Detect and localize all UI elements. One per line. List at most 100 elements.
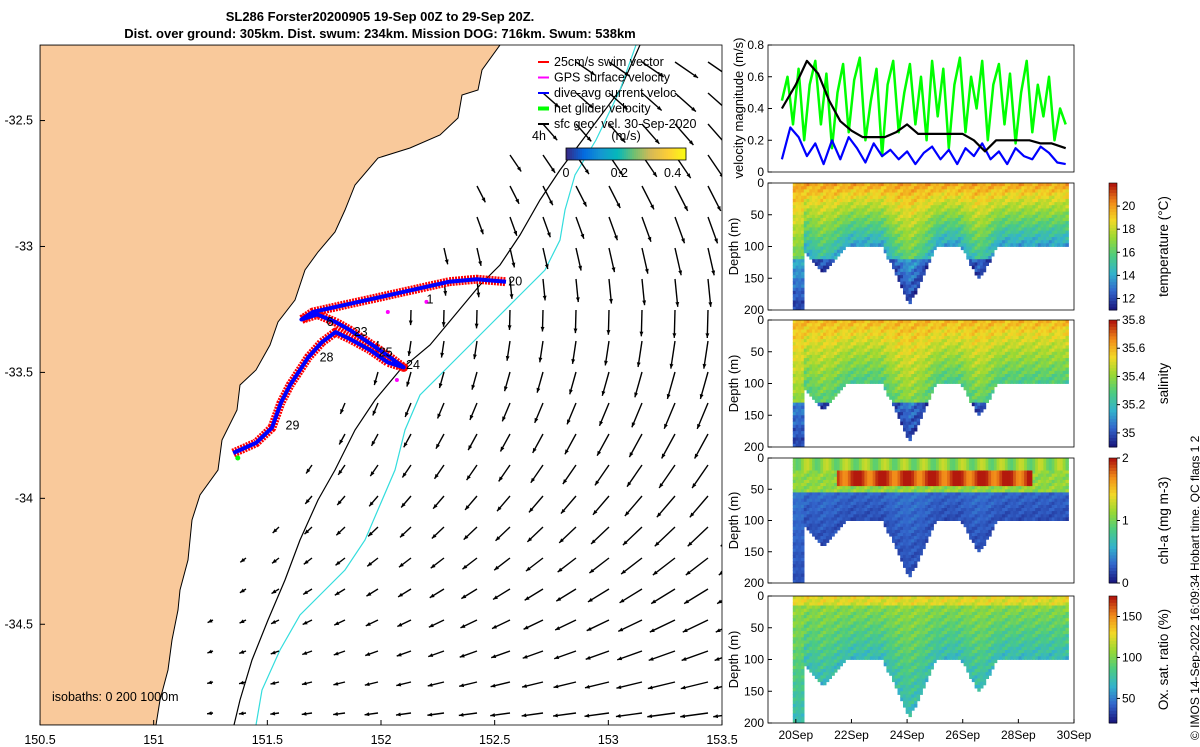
geostrophic-arrow-9 bbox=[641, 92, 663, 112]
section-cell bbox=[900, 246, 904, 251]
section-cell bbox=[960, 214, 965, 219]
section-cell bbox=[814, 189, 819, 193]
section-cell bbox=[812, 380, 816, 384]
section-cell bbox=[916, 252, 921, 257]
section-cell bbox=[892, 380, 896, 384]
arrow-head bbox=[616, 203, 621, 209]
map-colorbar-cell bbox=[568, 148, 571, 160]
section-cell bbox=[927, 189, 932, 193]
section-cell bbox=[991, 202, 995, 206]
section-cell bbox=[856, 214, 860, 219]
section-cell bbox=[905, 342, 910, 346]
section-cell bbox=[1024, 202, 1028, 206]
section-cell bbox=[867, 348, 871, 353]
section-cell bbox=[847, 323, 852, 327]
section-cell bbox=[960, 217, 965, 222]
section-cell bbox=[919, 332, 923, 337]
arrow-head bbox=[730, 424, 734, 429]
section-cell bbox=[886, 393, 890, 397]
arrow-head bbox=[552, 135, 558, 141]
section-cell bbox=[1002, 227, 1006, 231]
section-cell bbox=[952, 339, 956, 343]
section-cell bbox=[845, 227, 849, 231]
section-cell bbox=[1037, 205, 1042, 209]
section-cell bbox=[872, 227, 877, 231]
section-cell bbox=[828, 198, 832, 203]
section-cell bbox=[960, 195, 965, 200]
section-cell bbox=[914, 237, 918, 241]
arrow-head bbox=[491, 654, 497, 658]
section-cell bbox=[801, 389, 805, 394]
section-cell bbox=[969, 186, 973, 190]
map-colorbar-cell bbox=[654, 148, 657, 160]
section-cell bbox=[930, 205, 934, 209]
section-cell bbox=[927, 335, 932, 340]
section-cell bbox=[971, 183, 976, 187]
section-0-ytick-3: 150 bbox=[744, 271, 764, 285]
section-cell bbox=[897, 227, 901, 231]
section-cell bbox=[905, 281, 910, 285]
arrow-head bbox=[614, 235, 618, 241]
section-cell bbox=[814, 262, 819, 266]
section-cell bbox=[938, 377, 943, 381]
geostrophic-arrow-192 bbox=[429, 588, 445, 599]
section-cell bbox=[1057, 243, 1061, 247]
section-cell bbox=[914, 275, 918, 279]
section-cell bbox=[880, 214, 885, 219]
map-colorbar-cell bbox=[590, 148, 593, 160]
section-cell bbox=[963, 202, 967, 206]
section-cell bbox=[798, 192, 802, 197]
section-cell bbox=[963, 208, 967, 212]
section-cell bbox=[795, 278, 799, 282]
section-cell bbox=[831, 361, 835, 365]
section-cell bbox=[919, 195, 923, 200]
section-cell bbox=[792, 339, 797, 343]
section-cell bbox=[825, 205, 830, 209]
section-cell bbox=[880, 192, 885, 197]
section-cell bbox=[958, 202, 962, 206]
section-cell bbox=[922, 386, 926, 391]
arrow-head bbox=[333, 651, 339, 656]
section-cell bbox=[958, 211, 962, 216]
section-cell bbox=[795, 192, 799, 197]
section-cell bbox=[845, 339, 849, 343]
section-cell bbox=[897, 351, 901, 356]
section-cell bbox=[1024, 205, 1028, 209]
section-cell bbox=[839, 332, 843, 337]
section-cell bbox=[858, 202, 863, 206]
section-cell bbox=[869, 345, 874, 349]
geostrophic-arrow-200 bbox=[683, 588, 709, 605]
section-cell bbox=[963, 227, 967, 231]
section-cell bbox=[974, 217, 978, 222]
section-cell bbox=[853, 342, 857, 346]
section-cell bbox=[936, 217, 940, 222]
geostrophic-arrow-123 bbox=[628, 433, 643, 458]
section-cell bbox=[980, 249, 984, 254]
section-cell bbox=[828, 380, 832, 384]
section-cell bbox=[861, 326, 866, 330]
section-cell bbox=[911, 374, 915, 378]
section-cell bbox=[949, 370, 954, 375]
section-cell bbox=[941, 326, 945, 330]
section-cell bbox=[886, 339, 890, 343]
section-cell bbox=[801, 342, 805, 346]
section-cell bbox=[999, 221, 1003, 225]
arrow-shaft bbox=[691, 464, 709, 489]
section-cell bbox=[922, 380, 926, 384]
section-cell bbox=[971, 259, 976, 263]
section-cell bbox=[1015, 186, 1020, 190]
section-cell bbox=[903, 377, 907, 381]
arrow-shaft bbox=[707, 247, 715, 276]
section-cell bbox=[872, 329, 877, 334]
section-cell bbox=[1043, 183, 1047, 187]
section-cell bbox=[916, 240, 921, 244]
section-cell bbox=[969, 233, 973, 238]
geostrophic-arrow-184 bbox=[685, 557, 709, 576]
geostrophic-arrow-261 bbox=[458, 712, 478, 717]
section-cell bbox=[927, 205, 932, 209]
section-0-ytick-4: 200 bbox=[744, 303, 764, 317]
section-cell bbox=[1057, 227, 1061, 231]
section-cell bbox=[845, 377, 849, 381]
geostrophic-arrow-115 bbox=[370, 433, 379, 447]
section-cell bbox=[795, 393, 799, 397]
